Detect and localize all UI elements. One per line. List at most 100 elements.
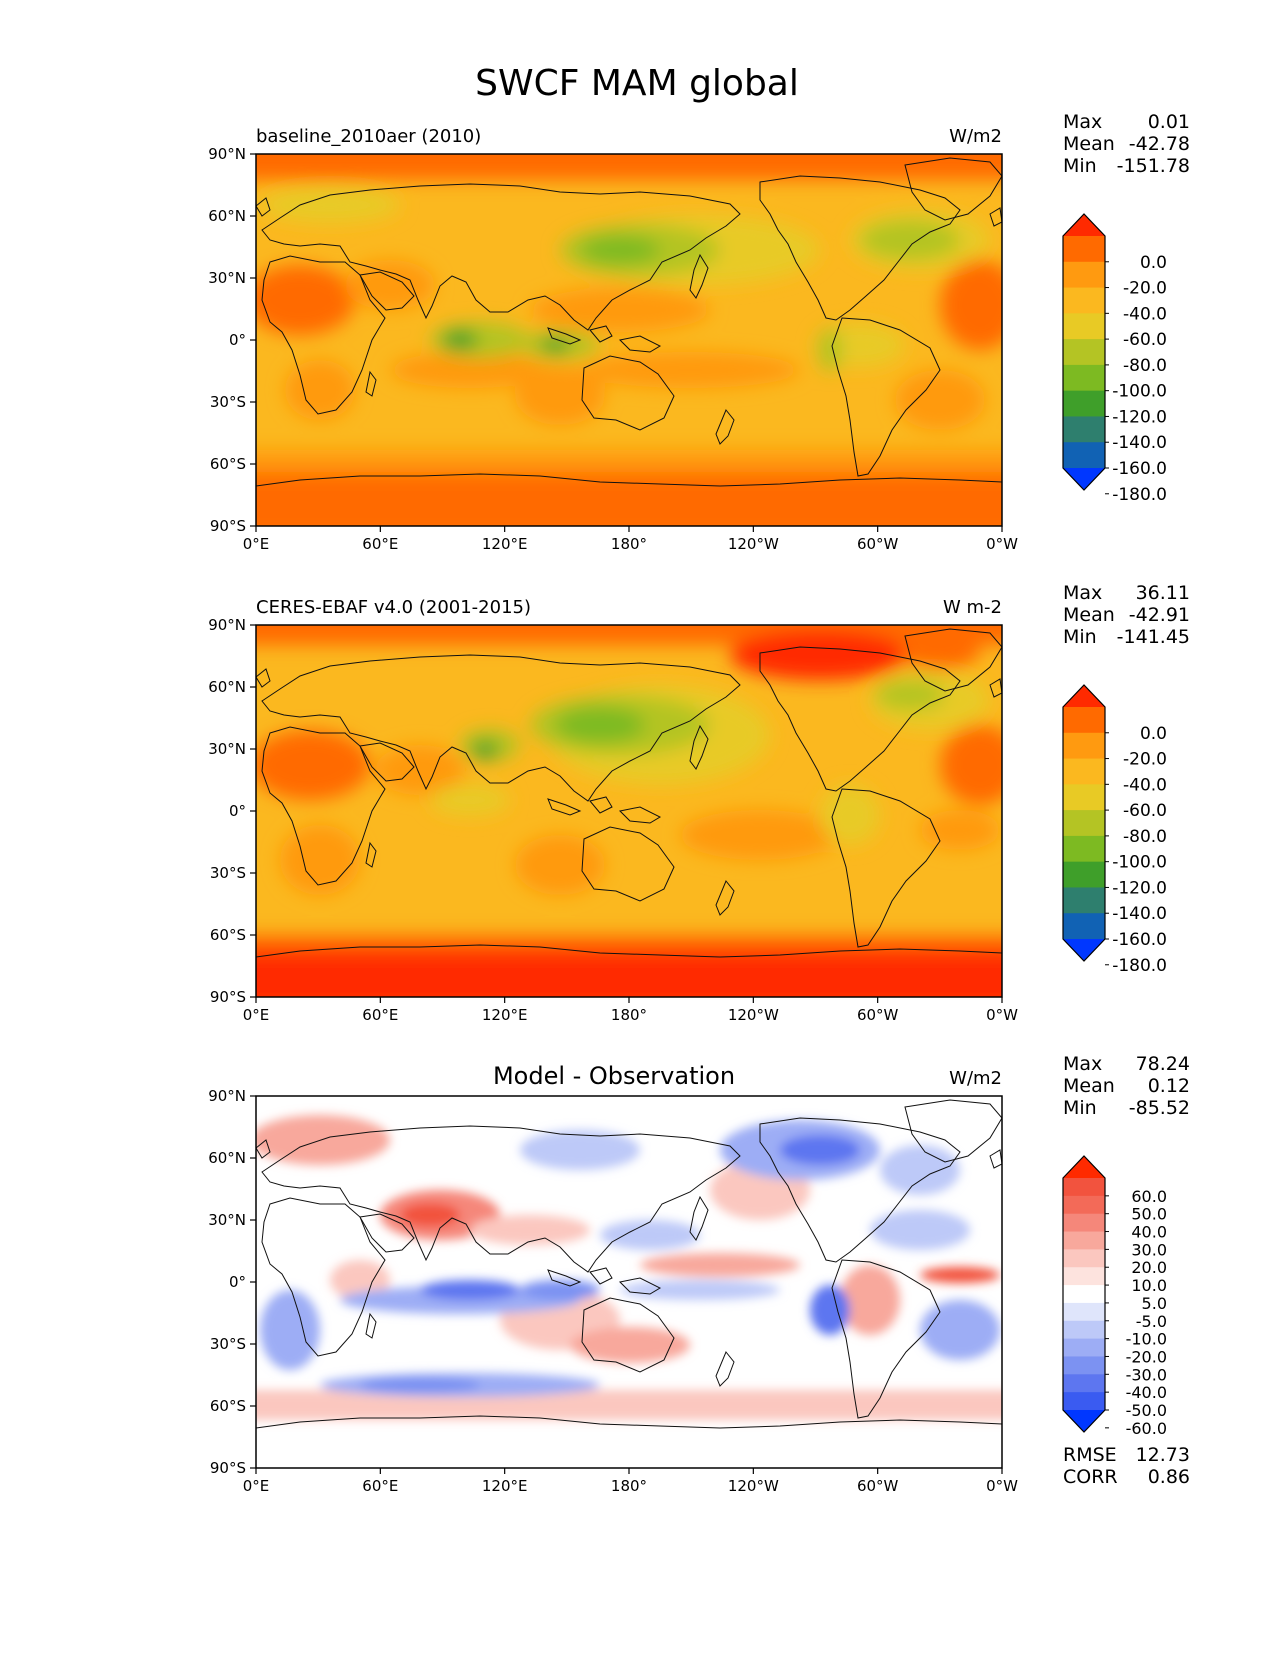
colorbar-label: -5.0 [1136,1312,1167,1331]
stat-min-value: -141.45 [1117,626,1190,648]
colorbar-segment [1063,236,1105,263]
lat-label: 30°N [208,740,246,758]
lat-label: 60°N [208,207,246,225]
map-field-obs [256,625,1002,997]
stat-max-value: 78.24 [1136,1053,1190,1075]
colorbar-segment [1063,1338,1105,1357]
stat-min-value: -85.52 [1129,1097,1190,1119]
colorbar-extend-max [1063,1156,1105,1178]
stat-corr-value: 0.86 [1148,1466,1190,1488]
lat-label: 90°S [210,517,246,535]
colorbar-segment [1063,1178,1105,1197]
panel-obs [255,624,1003,998]
colorbar-segment [1063,313,1105,340]
colorbar-segment [1063,1356,1105,1375]
panel-diff [255,1095,1003,1469]
colorbar-label: -40.0 [1126,1383,1167,1402]
colorbar-segment [1063,442,1105,469]
figure-title: SWCF MAM global [475,63,799,104]
lat-label: 90°S [210,988,246,1006]
lon-label: 60°E [362,1006,398,1024]
lon-label: 120°E [482,1006,528,1024]
panel-label: baseline_2010aer (2010) [256,126,481,147]
lon-label: 0°W [986,1006,1018,1024]
colorbar-label: -30.0 [1126,1365,1167,1384]
colorbar-label: -60.0 [1123,330,1167,350]
stat-mean-value: -42.91 [1129,604,1190,626]
colorbar-segment [1063,1392,1105,1411]
colorbar-label: 10.0 [1131,1276,1167,1295]
lon-label: 120°W [728,535,779,553]
colorbar-label: -60.0 [1123,801,1167,821]
colorbar-label: -40.0 [1123,304,1167,324]
colorbar-segment [1063,1302,1105,1322]
colorbar-segment [1063,835,1105,863]
lon-label: 180° [611,1477,647,1495]
colorbar-segment [1063,364,1105,392]
stat-rmse-label: RMSE [1063,1444,1117,1466]
stat-mean-label: Mean [1063,1075,1115,1097]
colorbar-extend-max [1063,214,1105,236]
colorbar-segment [1063,261,1105,289]
lon-label: 60°E [362,1477,398,1495]
axes-layer: 90°N60°N30°N0°30°S60°S90°S0°E 60°E 120°E 18… [208,145,1018,1495]
colorbar-segment [1063,416,1105,443]
map-field-model [256,154,1002,526]
stat-max-label: Max [1063,582,1102,604]
lon-label: 0°W [986,1477,1018,1495]
colorbar-label: -140.0 [1112,433,1167,453]
lon-label: 0°E [243,1006,270,1024]
colorbar-segment [1063,861,1105,888]
colorbar-segment [1063,1213,1105,1233]
stat-mean-label: Mean [1063,604,1115,626]
panel-label: CERES-EBAF v4.0 (2001-2015) [256,597,531,618]
lon-label: 60°E [362,535,398,553]
colorbar-segment [1063,1374,1105,1393]
colorbar-segment [1063,1267,1105,1286]
colorbar-label: -180.0 [1112,956,1167,976]
stat-mean-value: 0.12 [1148,1075,1190,1097]
lon-label: 120°W [728,1477,779,1495]
lat-label: 60°N [208,678,246,696]
stat-mean-value: -42.78 [1129,133,1190,155]
stat-min-label: Min [1063,155,1097,177]
lon-label: 180° [611,535,647,553]
panel-units: W/m2 [949,126,1002,147]
stat-min-value: -151.78 [1117,155,1190,177]
colorbar-segment [1063,1285,1105,1304]
colorbar-segment [1063,707,1105,734]
colorbar-label: -10.0 [1126,1330,1167,1349]
colorbar-label: -40.0 [1123,775,1167,795]
lon-label: 60°W [857,1006,899,1024]
lon-label: 60°W [857,535,899,553]
colorbar-label: 60.0 [1131,1187,1167,1206]
colorbar-segment [1063,810,1105,837]
panel-model [255,153,1003,527]
colorbar-label: -120.0 [1112,878,1167,898]
lon-label: 0°W [986,535,1018,553]
colorbar-label: -20.0 [1126,1347,1167,1366]
colorbar-label: -100.0 [1112,382,1167,402]
colorbar-extend-max [1063,685,1105,707]
lat-label: 30°N [208,269,246,287]
panel-title: Model - Observation [493,1062,735,1090]
colorbar-extend-min [1063,1410,1105,1432]
lat-label: 30°S [210,393,246,411]
lat-label: 60°S [210,926,246,944]
colorbar-segment [1063,784,1105,811]
lat-label: 90°S [210,1459,246,1477]
lat-label: 30°S [210,864,246,882]
colorbar-label: 30.0 [1131,1240,1167,1259]
lon-label: 180° [611,1006,647,1024]
lat-label: 0° [229,1273,246,1291]
colorbar-label: -80.0 [1123,827,1167,847]
colorbar-segment [1063,913,1105,940]
stat-max-label: Max [1063,1053,1102,1075]
colorbar-layer: 0.0 -20.0 -40.0 -60.0 -80.0 -100.0 -120.0 -140.… [1062,213,1167,1438]
lat-label: 90°N [208,616,246,634]
colorbar-segment [1063,390,1105,417]
map-field-diff [256,1096,1002,1468]
colorbar-label: 20.0 [1131,1258,1167,1277]
colorbar-label: 40.0 [1131,1223,1167,1242]
